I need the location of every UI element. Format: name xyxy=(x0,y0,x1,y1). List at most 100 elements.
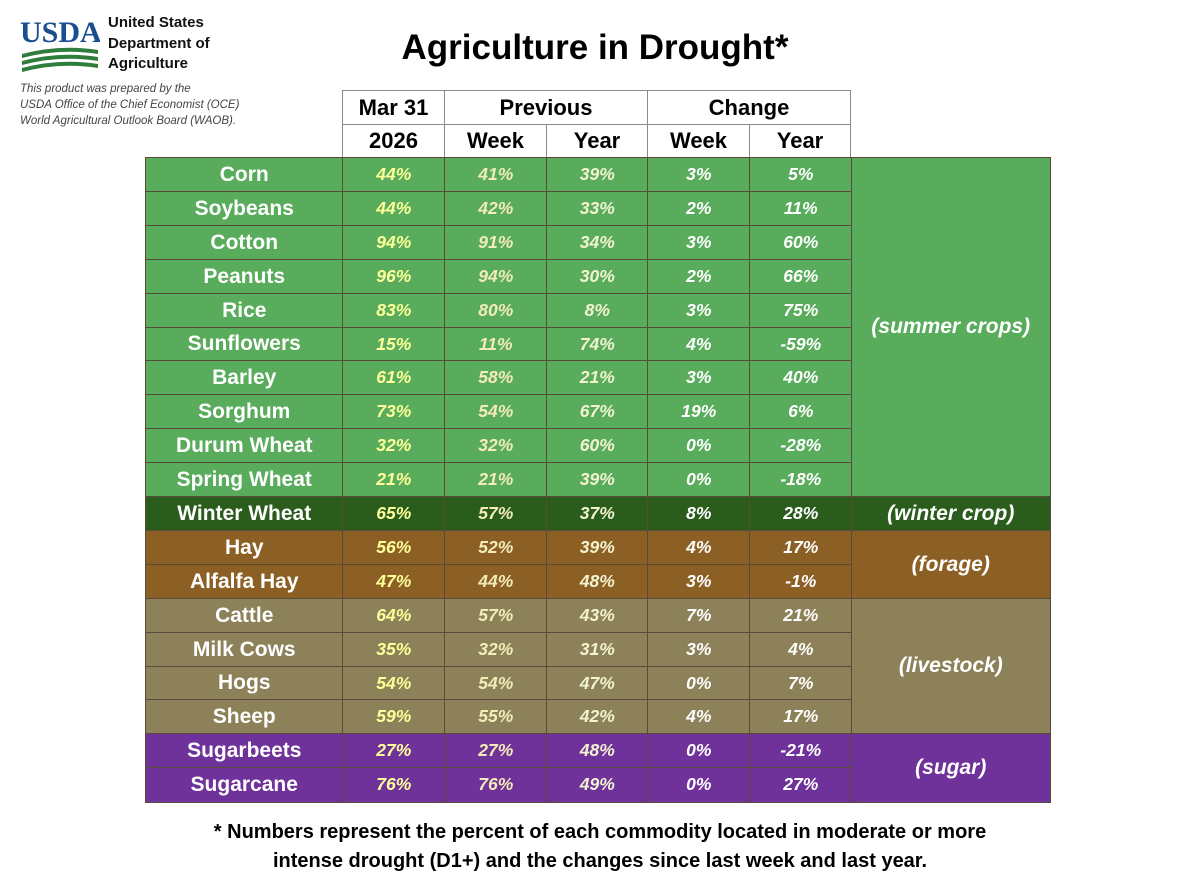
value-cell: 3% xyxy=(647,157,751,193)
value-cell: 3% xyxy=(647,564,751,600)
value-cell: 4% xyxy=(647,699,751,735)
group-label-winter-crop: (winter crop) xyxy=(851,496,1051,532)
value-cell: 59% xyxy=(342,699,446,735)
value-cell: 67% xyxy=(546,394,649,430)
value-cell: 73% xyxy=(342,394,446,430)
header-mar31: Mar 31 xyxy=(342,90,445,125)
footnote-line: intense drought (D1+) and the changes si… xyxy=(272,850,928,872)
value-cell: 37% xyxy=(546,496,649,532)
value-cell: 74% xyxy=(546,327,649,362)
value-cell: 42% xyxy=(444,191,548,227)
value-cell: 34% xyxy=(546,225,649,261)
header-change-year: Year xyxy=(749,124,851,158)
value-cell: 57% xyxy=(444,598,548,634)
commodity-hay: Hay xyxy=(145,530,344,566)
value-cell: 21% xyxy=(546,360,649,396)
group-label-forage: (forage) xyxy=(851,530,1051,600)
commodity-barley: Barley xyxy=(145,360,344,396)
value-cell: 54% xyxy=(342,666,446,701)
value-cell: 75% xyxy=(749,293,853,329)
footnote-line: * Numbers represent the percent of each … xyxy=(213,821,987,843)
value-cell: 43% xyxy=(546,598,649,634)
value-cell: 94% xyxy=(342,225,446,261)
commodity-sunflowers: Sunflowers xyxy=(145,327,344,362)
value-cell: 27% xyxy=(444,733,548,769)
value-cell: 44% xyxy=(342,157,446,193)
value-cell: 3% xyxy=(647,360,751,396)
value-cell: 39% xyxy=(546,157,649,193)
value-cell: 40% xyxy=(749,360,853,396)
value-cell: 47% xyxy=(342,564,446,600)
value-cell: 33% xyxy=(546,191,649,227)
value-cell: 80% xyxy=(444,293,548,329)
org-name: United States Department of Agriculture xyxy=(108,13,210,75)
value-cell: 39% xyxy=(546,462,649,498)
value-cell: 65% xyxy=(342,496,446,532)
value-cell: 35% xyxy=(342,632,446,668)
value-cell: 8% xyxy=(647,496,751,532)
header-previous: Previous xyxy=(444,90,648,125)
org-name-line: United States xyxy=(108,14,204,31)
credit-line: USDA Office of the Chief Economist (OCE) xyxy=(20,99,240,111)
value-cell: 21% xyxy=(342,462,446,498)
value-cell: 30% xyxy=(546,259,649,295)
value-cell: 5% xyxy=(749,157,853,193)
value-cell: -21% xyxy=(749,733,853,769)
commodity-durum-wheat: Durum Wheat xyxy=(145,428,344,464)
value-cell: 64% xyxy=(342,598,446,634)
group-label-sugar: (sugar) xyxy=(851,733,1051,803)
value-cell: 49% xyxy=(546,767,649,803)
header-previous-week: Week xyxy=(444,124,547,158)
value-cell: 7% xyxy=(749,666,853,701)
org-name-line: Department of xyxy=(108,34,210,52)
commodity-rice: Rice xyxy=(145,293,344,329)
value-cell: 3% xyxy=(647,293,751,329)
page-title: Agriculture in Drought* xyxy=(401,28,789,67)
value-cell: 66% xyxy=(749,259,853,295)
value-cell: 91% xyxy=(444,225,548,261)
value-cell: 0% xyxy=(647,428,751,464)
value-cell: 32% xyxy=(444,428,548,464)
value-cell: 83% xyxy=(342,293,446,329)
value-cell: 27% xyxy=(749,767,853,803)
value-cell: 2% xyxy=(647,191,751,227)
value-cell: 4% xyxy=(749,632,853,668)
value-cell: 44% xyxy=(342,191,446,227)
value-cell: -1% xyxy=(749,564,853,600)
header-change: Change xyxy=(647,90,851,125)
value-cell: 60% xyxy=(749,225,853,261)
value-cell: 58% xyxy=(444,360,548,396)
commodity-alfalfa-hay: Alfalfa Hay xyxy=(145,564,344,600)
value-cell: 52% xyxy=(444,530,548,566)
value-cell: 60% xyxy=(546,428,649,464)
value-cell: 32% xyxy=(342,428,446,464)
value-cell: 0% xyxy=(647,666,751,701)
group-label-summer-crops: (summer crops) xyxy=(851,157,1051,498)
commodity-hogs: Hogs xyxy=(145,666,344,701)
value-cell: -18% xyxy=(749,462,853,498)
value-cell: 44% xyxy=(444,564,548,600)
commodity-sheep: Sheep xyxy=(145,699,344,735)
value-cell: 27% xyxy=(342,733,446,769)
value-cell: 57% xyxy=(444,496,548,532)
value-cell: 11% xyxy=(749,191,853,227)
commodity-spring-wheat: Spring Wheat xyxy=(145,462,344,498)
value-cell: 96% xyxy=(342,259,446,295)
credit-line: World Agricultural Outlook Board (WAOB). xyxy=(20,115,237,127)
value-cell: 42% xyxy=(546,699,649,735)
value-cell: 17% xyxy=(749,530,853,566)
value-cell: 11% xyxy=(444,327,548,362)
value-cell: 6% xyxy=(749,394,853,430)
value-cell: 2% xyxy=(647,259,751,295)
commodity-corn: Corn xyxy=(145,157,344,193)
value-cell: 48% xyxy=(546,564,649,600)
header-previous-year: Year xyxy=(546,124,648,158)
usda-logo-text: USDA xyxy=(20,16,100,49)
commodity-winter-wheat: Winter Wheat xyxy=(145,496,344,532)
value-cell: 17% xyxy=(749,699,853,735)
value-cell: 32% xyxy=(444,632,548,668)
value-cell: 0% xyxy=(647,462,751,498)
value-cell: 76% xyxy=(444,767,548,803)
value-cell: 3% xyxy=(647,632,751,668)
value-cell: 54% xyxy=(444,666,548,701)
